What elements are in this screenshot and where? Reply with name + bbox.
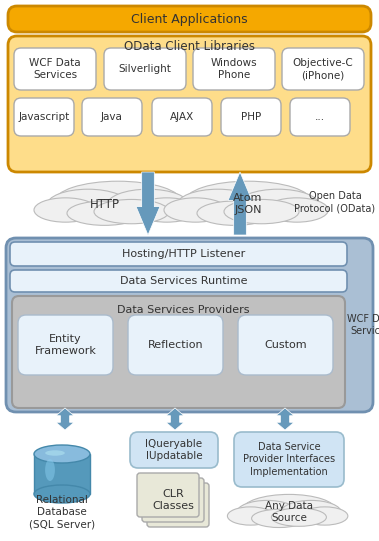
Polygon shape: [136, 172, 160, 235]
Text: Hosting/HTTP Listener: Hosting/HTTP Listener: [122, 249, 245, 259]
FancyBboxPatch shape: [152, 98, 212, 136]
Ellipse shape: [237, 500, 297, 524]
FancyBboxPatch shape: [12, 296, 345, 408]
FancyBboxPatch shape: [290, 98, 350, 136]
Ellipse shape: [237, 189, 319, 221]
Text: Java: Java: [101, 112, 123, 122]
Text: Data Services Runtime: Data Services Runtime: [120, 276, 247, 286]
Polygon shape: [56, 408, 74, 430]
FancyBboxPatch shape: [128, 315, 223, 375]
Ellipse shape: [45, 450, 65, 456]
Ellipse shape: [227, 507, 274, 525]
FancyBboxPatch shape: [221, 98, 281, 136]
Text: Open Data
Protocol (OData): Open Data Protocol (OData): [294, 191, 376, 213]
Ellipse shape: [271, 508, 326, 526]
FancyBboxPatch shape: [6, 238, 373, 412]
FancyBboxPatch shape: [10, 270, 347, 292]
Ellipse shape: [164, 198, 227, 222]
Text: IQueryable
IUpdatable: IQueryable IUpdatable: [146, 439, 202, 461]
FancyBboxPatch shape: [10, 242, 347, 266]
Bar: [34, 454, 90, 494]
FancyBboxPatch shape: [82, 98, 142, 136]
Ellipse shape: [94, 200, 169, 224]
Text: PHP: PHP: [241, 112, 261, 122]
FancyBboxPatch shape: [282, 48, 364, 90]
Text: Any Data
Source: Any Data Source: [265, 501, 313, 523]
FancyBboxPatch shape: [14, 48, 96, 90]
Text: AJAX: AJAX: [170, 112, 194, 122]
FancyBboxPatch shape: [193, 48, 275, 90]
Ellipse shape: [45, 459, 55, 481]
Text: Entity
Framework: Entity Framework: [34, 334, 96, 356]
Text: Windows
Phone: Windows Phone: [211, 58, 257, 80]
Ellipse shape: [302, 507, 348, 525]
FancyBboxPatch shape: [234, 432, 344, 487]
Text: WCF Data
Services: WCF Data Services: [347, 314, 379, 336]
Ellipse shape: [34, 445, 90, 463]
Ellipse shape: [281, 500, 341, 524]
Ellipse shape: [265, 198, 328, 222]
FancyBboxPatch shape: [130, 432, 218, 468]
Polygon shape: [276, 408, 294, 430]
FancyBboxPatch shape: [147, 483, 209, 527]
FancyBboxPatch shape: [238, 315, 333, 375]
Text: Data Service
Provider Interfaces
Implementation: Data Service Provider Interfaces Impleme…: [243, 442, 335, 477]
FancyBboxPatch shape: [137, 473, 199, 517]
Text: CLR
Classes: CLR Classes: [152, 489, 194, 511]
Ellipse shape: [177, 189, 259, 221]
FancyBboxPatch shape: [8, 36, 371, 172]
Ellipse shape: [242, 494, 336, 526]
Text: Custom: Custom: [264, 340, 307, 350]
Text: Silverlight: Silverlight: [119, 64, 171, 74]
FancyBboxPatch shape: [18, 315, 113, 375]
Ellipse shape: [67, 201, 142, 226]
FancyBboxPatch shape: [142, 478, 204, 522]
FancyBboxPatch shape: [8, 6, 371, 32]
Text: Data Services Providers: Data Services Providers: [117, 305, 250, 315]
Ellipse shape: [34, 198, 97, 222]
Text: Atom
JSON: Atom JSON: [233, 193, 263, 215]
Ellipse shape: [107, 189, 189, 221]
Text: Objective-C
(iPhone): Objective-C (iPhone): [293, 58, 353, 80]
Ellipse shape: [252, 509, 307, 527]
Text: Reflection: Reflection: [148, 340, 203, 350]
FancyBboxPatch shape: [104, 48, 186, 90]
FancyBboxPatch shape: [14, 98, 74, 136]
Text: OData Client Libraries: OData Client Libraries: [124, 41, 255, 54]
Text: ...: ...: [315, 112, 325, 122]
Text: Relational
Database
(SQL Server): Relational Database (SQL Server): [29, 494, 95, 530]
Text: Client Applications: Client Applications: [131, 12, 248, 25]
Polygon shape: [166, 408, 184, 430]
Polygon shape: [228, 172, 252, 235]
Ellipse shape: [34, 485, 90, 503]
Ellipse shape: [224, 200, 299, 224]
Ellipse shape: [197, 201, 272, 226]
Ellipse shape: [135, 198, 198, 222]
Ellipse shape: [184, 181, 312, 223]
Text: WCF Data
Services: WCF Data Services: [29, 58, 81, 80]
Ellipse shape: [54, 181, 182, 223]
Text: Javascript: Javascript: [18, 112, 70, 122]
Ellipse shape: [47, 189, 129, 221]
Text: HTTP: HTTP: [90, 197, 120, 210]
